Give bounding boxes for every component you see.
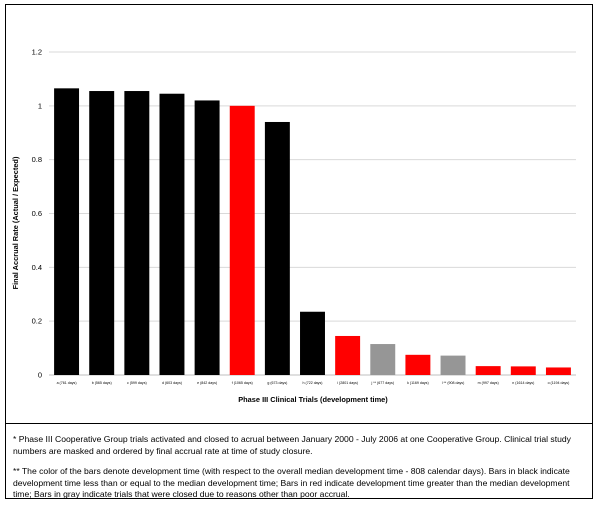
x-tick-label: n (1614 days) [512,381,534,385]
y-axis-title: Final Accrual Rate (Actual / Expected) [11,156,20,289]
bar [89,91,115,375]
bar [124,91,150,375]
y-tick-label: 0.4 [32,263,42,272]
y-tick-label: 0 [38,371,42,380]
footnote-2: ** The color of the bars denote developm… [13,466,570,500]
x-tick-label: i (2801 days) [337,381,358,385]
y-tick-label: 1.2 [32,48,42,57]
x-tick-label: f (1065 days) [232,381,253,385]
bar [510,366,536,375]
x-tick-label: j ** (677 days) [370,381,394,385]
bar [545,367,571,375]
bar [440,355,466,375]
bar [229,105,255,375]
y-tick-label: 1 [38,101,42,110]
bar [264,121,290,375]
bar [194,100,220,375]
divider [6,423,592,424]
y-tick-label: 0.6 [32,209,42,218]
bar [475,366,501,375]
y-tick-labels: 0 0.2 0.4 0.6 0.8 1 1.2 [32,48,42,380]
x-category-labels: a (761 days) b (565 days) c (599 days) d (6… [57,381,570,385]
x-tick-label: l ** (908 days) [442,381,465,385]
bar [335,335,361,375]
figure-frame: 0 0.2 0.4 0.6 0.8 1 1.2 a (761 days) b (565 day… [5,4,593,499]
x-tick-label: o (1194 days) [548,381,570,385]
bars [54,88,571,376]
x-tick-label: e (842 days) [197,381,217,385]
y-tick-label: 0.8 [32,155,42,164]
x-tick-label: k (1169 days) [407,381,429,385]
x-tick-label: h (722 days) [303,381,323,385]
bar [370,344,396,375]
bar [300,311,325,375]
x-tick-label: d (603 days) [162,381,182,385]
bar-chart: 0 0.2 0.4 0.6 0.8 1 1.2 a (761 days) b (565 day… [11,48,576,404]
x-tick-label: a (761 days) [57,381,77,385]
y-tick-label: 0.2 [32,317,42,326]
x-tick-label: c (599 days) [127,381,147,385]
bar [54,88,80,376]
bar [159,93,185,376]
x-tick-label: b (565 days) [92,381,112,385]
x-tick-label: m (997 days) [478,381,499,385]
chart-area: 0 0.2 0.4 0.6 0.8 1 1.2 a (761 days) b (565 day… [6,5,594,423]
x-tick-label: g (673 days) [267,381,287,385]
footnote-1: * Phase III Cooperative Group trials act… [13,434,571,456]
bar [405,354,431,375]
x-axis-title: Phase III Clinical Trials (development t… [238,395,388,404]
